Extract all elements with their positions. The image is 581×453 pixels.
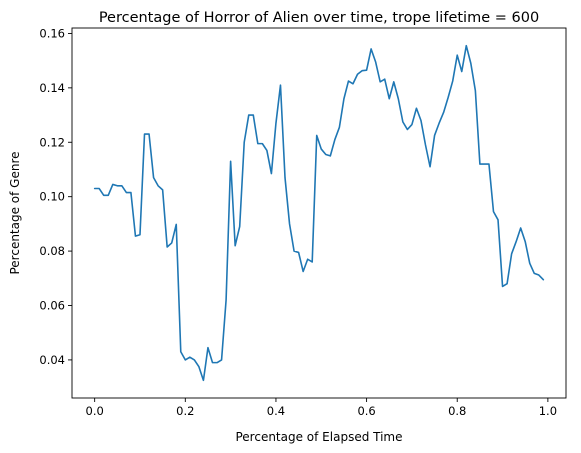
plot-area xyxy=(93,44,545,382)
x-tick-label: 1.0 xyxy=(539,404,557,418)
chart-title: Percentage of Horror of Alien over time,… xyxy=(99,10,539,26)
y-axis-label: Percentage of Genre xyxy=(8,151,22,274)
x-axis: 0.0 0.2 0.4 0.6 0.8 1.0 xyxy=(86,398,557,418)
x-axis-label: Percentage of Elapsed Time xyxy=(235,430,402,444)
axes-frame xyxy=(71,27,567,399)
y-tick-label: 0.16 xyxy=(39,26,65,40)
y-tick-label: 0.08 xyxy=(39,244,65,258)
series-line xyxy=(93,44,545,382)
y-axis: 0.04 0.06 0.08 0.10 0.12 0.14 0.16 xyxy=(39,26,72,367)
y-tick-label: 0.04 xyxy=(39,353,65,367)
x-tick-label: 0.4 xyxy=(267,404,285,418)
y-tick-label: 0.10 xyxy=(39,190,65,204)
y-tick-label: 0.12 xyxy=(39,135,65,149)
y-tick-label: 0.06 xyxy=(39,299,65,313)
x-tick-label: 0.2 xyxy=(176,404,194,418)
y-tick-label: 0.14 xyxy=(39,81,65,95)
x-tick-label: 0.0 xyxy=(86,404,104,418)
x-tick-label: 0.8 xyxy=(448,404,466,418)
x-tick-label: 0.6 xyxy=(357,404,375,418)
